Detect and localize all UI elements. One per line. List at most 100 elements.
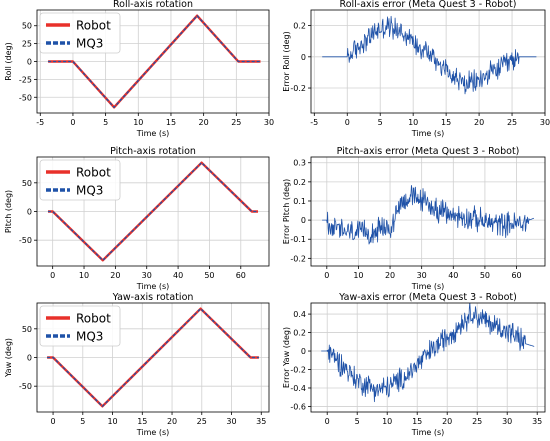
y-tick-label: -0.2: [290, 84, 306, 93]
series-line-mq3: [48, 15, 261, 108]
x-axis-label: Time (s): [411, 282, 445, 291]
error-series-line: [322, 184, 535, 245]
plot-area: [48, 14, 261, 109]
x-tick-label: 40: [173, 271, 183, 280]
x-tick-label: 40: [448, 271, 458, 280]
x-tick-label: 25: [231, 118, 241, 127]
y-tick-label: 0: [27, 58, 32, 67]
y-tick-label: 0: [301, 216, 306, 225]
x-tick-label: 20: [385, 271, 395, 280]
x-axis-label: Time (s): [136, 282, 170, 291]
panel-title: Roll-axis error (Meta Quest 3 - Robot): [340, 0, 517, 10]
legend-label-robot: Robot: [76, 312, 111, 326]
error-series-line: [321, 303, 535, 403]
x-tick-label: 0: [50, 271, 55, 280]
x-tick-label: 10: [353, 271, 363, 280]
x-tick-label: 15: [166, 118, 176, 127]
axes-frame: [310, 9, 546, 114]
x-tick-label: 15: [441, 118, 451, 127]
x-tick-label: 30: [226, 417, 236, 426]
series-line-robot: [48, 161, 258, 262]
x-tick-label: 25: [472, 417, 482, 426]
x-tick-label: 30: [417, 271, 427, 280]
legend: Robot MQ3: [39, 159, 121, 201]
axes-frame: [310, 156, 546, 267]
x-tick-label: 10: [382, 417, 392, 426]
panel-title: Pitch-axis rotation: [110, 146, 196, 157]
y-tick-label: 0: [27, 208, 32, 217]
y-tick-label: -50: [19, 236, 32, 245]
x-tick-label: 20: [167, 417, 177, 426]
x-tick-label: 35: [256, 417, 266, 426]
y-tick-label: -50: [19, 93, 32, 102]
series-line-mq3: [47, 308, 259, 407]
y-tick-label: 0.2: [293, 178, 306, 187]
legend-label-mq3: MQ3: [76, 184, 103, 198]
legend-label-mq3: MQ3: [76, 330, 103, 344]
y-tick-label: 0: [27, 354, 32, 363]
x-axis-label: Time (s): [411, 129, 445, 138]
axes-frame: [36, 9, 270, 114]
panel-title: Yaw-axis rotation: [112, 292, 194, 303]
x-tick-label: 60: [511, 271, 521, 280]
y-axis-label: Error Roll (deg): [282, 31, 291, 91]
y-tick-label: 0.2: [293, 22, 306, 31]
panel-6: 0 5 10 15 20 25 30 35 -0.6 -0.4 -0.2 0 0.2 0.4 Yaw-axi…: [282, 292, 546, 437]
x-tick-label: 35: [532, 417, 542, 426]
x-tick-label: 30: [540, 118, 550, 127]
y-axis-label: Roll (deg): [4, 42, 13, 80]
x-tick-label: 0: [325, 417, 330, 426]
y-axis-label: Pitch (deg): [4, 190, 13, 233]
plot-area: [322, 184, 535, 245]
panel-title: Pitch-axis error (Meta Quest 3 - Robot): [337, 146, 520, 157]
y-tick-label: -0.2: [290, 254, 306, 263]
x-tick-label: 5: [355, 417, 360, 426]
x-tick-label: 20: [442, 417, 452, 426]
x-tick-label: 20: [474, 118, 484, 127]
y-tick-label: 0: [301, 347, 306, 356]
x-tick-label: -5: [310, 118, 318, 127]
panel-2: -5 0 5 10 15 20 25 30 -0.2 0 0.2 Roll-axis error (M…: [282, 0, 550, 138]
panel-title: Yaw-axis error (Meta Quest 3 - Robot): [338, 292, 517, 303]
x-tick-label: 0: [70, 118, 75, 127]
y-tick-label: 50: [22, 179, 32, 188]
x-axis-label: Time (s): [136, 428, 170, 437]
x-tick-label: 25: [507, 118, 517, 127]
y-tick-label: 25: [22, 40, 32, 49]
y-axis-label: Error Pitch (deg): [282, 179, 291, 244]
x-tick-label: 5: [103, 118, 108, 127]
y-tick-label: 0.1: [293, 197, 306, 206]
panel-5: 0 5 10 15 20 25 30 35 -50 0 50 Yaw-axis rotation Tim…: [4, 292, 270, 437]
y-tick-label: -0.2: [290, 366, 306, 375]
x-tick-label: 25: [197, 417, 207, 426]
y-tick-label: 0.3: [293, 159, 306, 168]
y-tick-label: -0.4: [290, 384, 306, 393]
legend-label-robot: Robot: [76, 19, 111, 33]
x-tick-label: 10: [79, 271, 89, 280]
panel-3: 0 10 20 30 40 50 60 -50 0 50 Pitch-axis rotation Ti…: [4, 146, 270, 291]
y-tick-label: 50: [22, 22, 32, 31]
x-tick-label: 5: [378, 118, 383, 127]
y-tick-label: -0.1: [290, 235, 306, 244]
legend-label-robot: Robot: [76, 166, 111, 180]
y-tick-label: 0.2: [293, 329, 306, 338]
axes-frame: [36, 156, 270, 267]
plot-area: [322, 15, 537, 95]
y-tick-label: -25: [19, 75, 32, 84]
plot-area: [48, 161, 258, 262]
x-axis-label: Time (s): [411, 428, 445, 437]
x-tick-label: 30: [502, 417, 512, 426]
y-tick-label: 50: [22, 325, 32, 334]
panel-4: 0 10 20 30 40 50 60 -0.2 -0.1 0 0.1 0.2 0.3 Pitch-axi…: [282, 146, 546, 291]
x-tick-label: 50: [480, 271, 490, 280]
x-tick-label: 30: [264, 118, 274, 127]
axes-frame: [310, 302, 546, 413]
y-axis-label: Yaw (deg): [4, 338, 13, 378]
legend: Robot MQ3: [39, 305, 121, 347]
y-tick-label: 0: [301, 53, 306, 62]
x-tick-label: 15: [137, 417, 147, 426]
y-tick-label: 0.4: [293, 310, 306, 319]
x-tick-label: 10: [107, 417, 117, 426]
